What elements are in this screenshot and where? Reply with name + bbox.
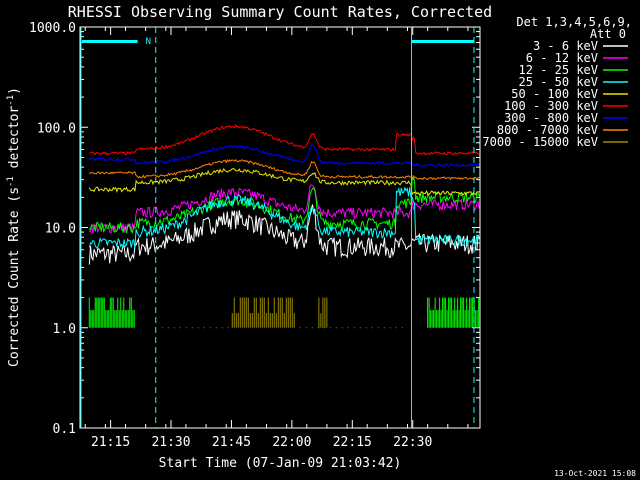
series-line-3-6keV xyxy=(88,204,480,265)
legend-header-line1: Det 1,3,4,5,6,9, xyxy=(516,15,632,29)
legend-header-line2: Att 0 xyxy=(590,27,626,41)
y-tick-label: 1.0 xyxy=(53,322,76,337)
x-tick-label: 21:30 xyxy=(151,435,190,450)
x-axis-label: Start Time (07-Jan-09 21:03:42) xyxy=(159,456,402,471)
legend-label: 25 - 50 keV xyxy=(519,75,598,89)
x-tick-label: 22:30 xyxy=(393,435,432,450)
y-tick-label: 100.0 xyxy=(37,121,76,136)
series-line-50-100keV xyxy=(88,167,480,196)
series-line-12-25keV xyxy=(88,175,480,234)
legend-label: 100 - 300 keV xyxy=(504,99,598,113)
x-tick-label: 22:15 xyxy=(333,435,372,450)
plot-series: N xyxy=(80,27,480,428)
x-tick-label: 21:15 xyxy=(91,435,130,450)
x-tick-label: 21:45 xyxy=(212,435,251,450)
series-line-300-800keV xyxy=(88,144,480,168)
series-line-800-7000keV xyxy=(89,159,480,181)
y-tick-label: 0.1 xyxy=(53,422,76,437)
y-axis-label: Corrected Count Rate (s-1 detector-1) xyxy=(6,87,22,367)
y-tick-label: 10.0 xyxy=(45,222,76,237)
legend-label: 3 - 6 keV xyxy=(533,39,598,53)
night-marker: N xyxy=(146,37,151,47)
chart-title: RHESSI Observing Summary Count Rates, Co… xyxy=(68,3,492,21)
x-tick-label: 22:00 xyxy=(272,435,311,450)
night-bar xyxy=(82,40,138,43)
legend-label: 50 - 100 keV xyxy=(511,87,598,101)
footer-date: 13-Oct-2021 15:08 xyxy=(554,469,636,478)
legend-label: 12 - 25 keV xyxy=(519,63,598,77)
legend-label: 7000 - 15000 keV xyxy=(482,135,598,149)
legend-label: 300 - 800 keV xyxy=(504,111,598,125)
legend-label: 800 - 7000 keV xyxy=(497,123,598,137)
plot-axes: 0.1 1.0 10.0 100.0 1000.0 21:15 21:30 21:45 22:0… xyxy=(29,21,481,450)
series-line-100-300keV xyxy=(89,123,480,156)
legend-label: 6 - 12 keV xyxy=(526,51,598,65)
series-line-25-50keV xyxy=(88,186,480,249)
y-tick-label: 1000.0 xyxy=(29,21,76,36)
night-bar-2 xyxy=(411,40,474,43)
